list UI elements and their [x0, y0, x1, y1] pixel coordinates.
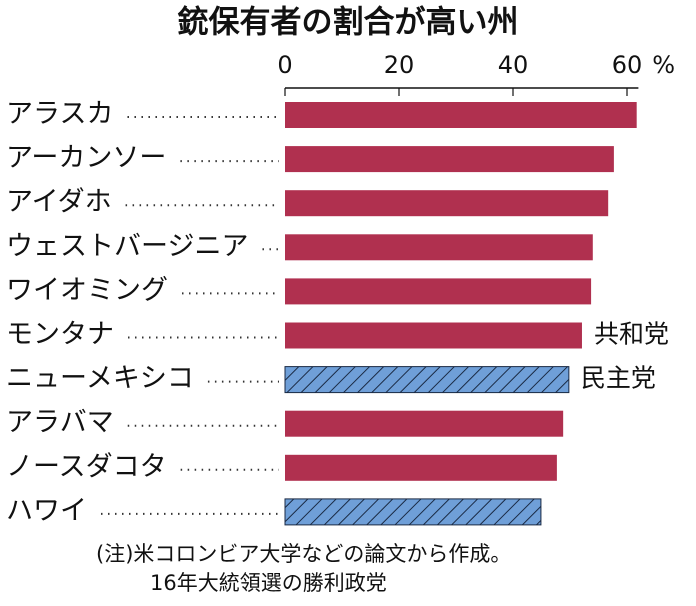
category-label: アーカンソー	[6, 143, 166, 174]
bar	[284, 498, 542, 526]
note: (注)米コロンビア大学などの論文から作成。	[96, 542, 511, 566]
category-label: アラバマ	[6, 407, 114, 438]
x-tick-label: 20	[384, 51, 415, 79]
x-tick-label: 40	[498, 51, 529, 79]
legend-label: 民主党	[581, 364, 656, 393]
legend-label: 共和党	[594, 320, 669, 349]
category-label: ニューメキシコ	[6, 363, 194, 394]
bar	[285, 278, 592, 305]
category-label: ノースダコタ	[6, 451, 167, 482]
chart-title: 銃保有者の割合が高い州	[178, 5, 519, 41]
bar	[284, 366, 570, 394]
category-label: アラスカ	[6, 99, 113, 130]
bar	[285, 146, 614, 173]
note: 16年大統領選の勝利政党	[150, 571, 387, 595]
bar	[285, 322, 582, 349]
x-tick-label: 60	[612, 51, 643, 79]
x-tick-label: 0	[277, 51, 292, 79]
category-label: ワイオミング	[6, 275, 168, 306]
bar	[285, 410, 564, 437]
category-label: ウェストバージニア	[6, 231, 248, 262]
bar	[285, 234, 593, 261]
unit-label: %	[652, 51, 675, 79]
category-label: モンタナ	[6, 319, 114, 350]
bar	[285, 102, 637, 128]
category-label: アイダホ	[6, 187, 112, 218]
bar	[285, 190, 609, 217]
bar	[285, 454, 557, 481]
category-label: ハワイ	[6, 495, 87, 526]
